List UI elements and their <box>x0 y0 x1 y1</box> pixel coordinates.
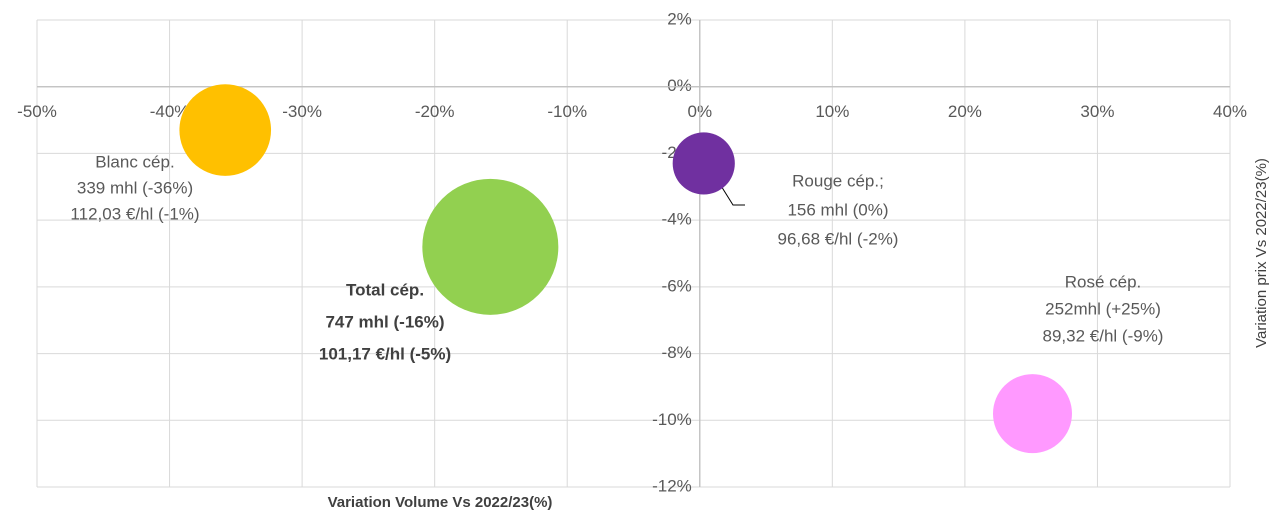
y-tick-label: -12% <box>652 476 692 495</box>
x-tick-label: 10% <box>815 102 849 121</box>
data-label: 339 mhl (-36%) <box>77 178 193 197</box>
data-label: Rouge cép.; <box>792 171 884 190</box>
data-label: 101,17 €/hl (-5%) <box>319 344 451 363</box>
x-tick-label: 40% <box>1213 102 1247 121</box>
data-label: Blanc cép. <box>95 152 174 171</box>
data-label: 252mhl (+25%) <box>1045 299 1161 318</box>
y-tick-label: -8% <box>662 343 692 362</box>
y-tick-label: -4% <box>662 210 692 229</box>
data-label: 747 mhl (-16%) <box>325 312 444 331</box>
y-tick-label: -10% <box>652 410 692 429</box>
data-label: Total cép. <box>346 280 424 299</box>
data-label: 89,32 €/hl (-9%) <box>1043 326 1164 345</box>
data-label: 156 mhl (0%) <box>787 200 888 219</box>
y-tick-label: 2% <box>667 9 692 28</box>
y-axis-title: Variation prix Vs 2022/23(%) <box>1253 158 1270 348</box>
bubble <box>179 84 272 176</box>
bubble <box>422 178 559 315</box>
x-tick-label: -30% <box>282 102 322 121</box>
x-tick-label: 20% <box>948 102 982 121</box>
bubble <box>992 374 1072 454</box>
data-label: 96,68 €/hl (-2%) <box>778 229 899 248</box>
x-tick-label: -20% <box>415 102 455 121</box>
data-label: Rosé cép. <box>1065 272 1142 291</box>
x-tick-label: -40% <box>150 102 190 121</box>
y-tick-label: -6% <box>662 276 692 295</box>
x-tick-label: 30% <box>1080 102 1114 121</box>
y-tick-label: 0% <box>667 76 692 95</box>
data-label: 112,03 €/hl (-1%) <box>70 204 199 223</box>
x-axis-title: Variation Volume Vs 2022/23(%) <box>328 494 553 511</box>
x-tick-label: -50% <box>17 102 57 121</box>
x-tick-label: -10% <box>547 102 587 121</box>
bubble <box>672 132 735 195</box>
